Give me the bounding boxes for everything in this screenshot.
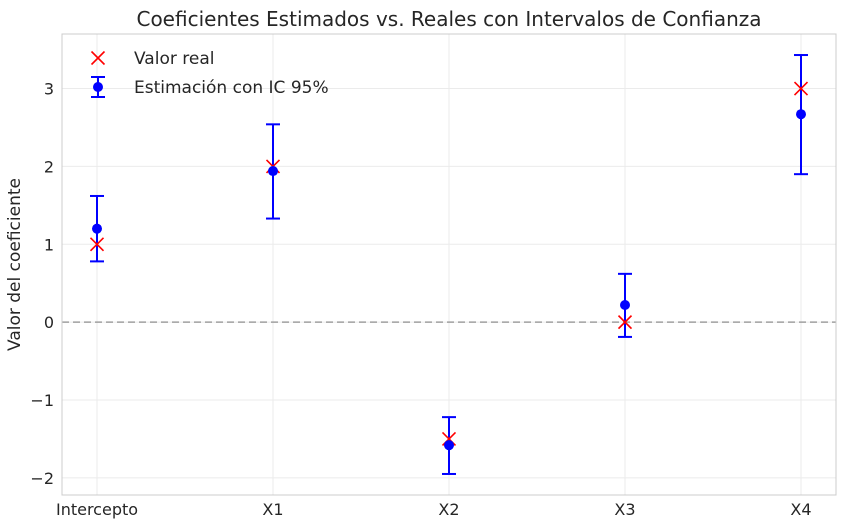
real-marker-stroke <box>617 315 633 330</box>
x-tick-label: Intercepto <box>56 500 138 519</box>
y-tick-label: 0 <box>44 313 54 332</box>
legend-real-marker <box>90 50 106 66</box>
real-marker-stroke <box>89 237 105 252</box>
estimate-point <box>620 299 630 310</box>
y-tick-label: 3 <box>44 80 54 99</box>
y-tick-label: 2 <box>44 157 54 176</box>
estimate-point <box>268 166 278 177</box>
legend-entry-estimate: Estimación con IC 95% <box>91 76 329 98</box>
estimate-point <box>444 440 454 451</box>
estimate-point <box>796 109 806 120</box>
legend: Valor real Estimación con IC 95% <box>90 49 329 98</box>
x-tick-label: X2 <box>438 500 459 519</box>
y-tick-label: 1 <box>44 235 54 254</box>
plot-frame <box>61 33 837 496</box>
y-tick-label: −2 <box>30 469 54 488</box>
real-value-marker <box>793 81 809 96</box>
x-tick-label: X1 <box>262 500 283 519</box>
legend-estimate-point <box>93 82 103 92</box>
y-tick-label: −1 <box>30 391 54 410</box>
real-marker-stroke <box>793 81 809 96</box>
legend-label-estimate: Estimación con IC 95% <box>134 78 329 98</box>
x-axis-ticks: Intercepto X1 X2 X3 X4 <box>56 500 812 519</box>
estimate-point <box>92 223 102 234</box>
data-marks <box>89 81 809 451</box>
legend-entry-real: Valor real <box>90 49 214 69</box>
legend-label-real: Valor real <box>134 49 214 69</box>
y-axis-label: Valor del coeficiente <box>5 178 25 351</box>
x-tick-label: X3 <box>614 500 635 519</box>
x-tick-label: X4 <box>790 500 811 519</box>
real-value-marker <box>617 315 633 330</box>
y-axis-ticks: −2 −1 0 1 2 3 <box>30 80 54 488</box>
real-value-marker <box>89 237 105 252</box>
chart-title: Coeficientes Estimados vs. Reales con In… <box>136 7 761 31</box>
